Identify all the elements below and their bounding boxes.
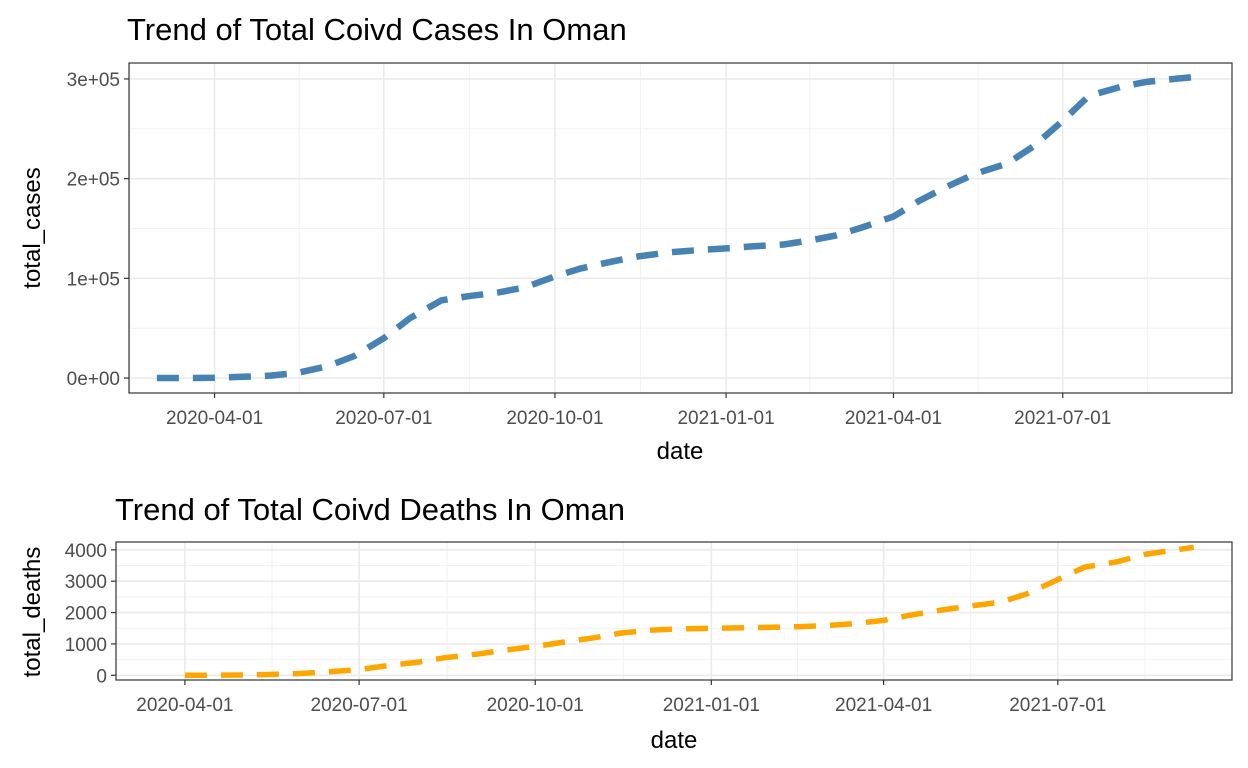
- deaths-panel-border: [115, 541, 1233, 681]
- deaths-chart-title: Trend of Total Coivd Deaths In Oman: [115, 492, 625, 527]
- deaths-y-tick-label: 3000: [65, 572, 107, 593]
- cases-y-tick-label: 1e+05: [67, 269, 120, 290]
- cases-x-tick-label: 2021-01-01: [677, 408, 774, 429]
- cases-y-axis-title: total_cases: [19, 167, 46, 288]
- deaths-y-tick-label: 2000: [65, 604, 107, 625]
- cases-y-axis: 0e+00 1e+05 2e+05 3e+05: [67, 70, 129, 390]
- cases-minor-grid: [129, 63, 1232, 393]
- deaths-y-tick-label: 1000: [65, 635, 107, 656]
- deaths-y-axis-title: total_deaths: [19, 547, 46, 678]
- deaths-x-tick-label: 2020-07-01: [311, 695, 408, 716]
- deaths-x-axis: 2020-04-01 2020-07-01 2020-10-01 2021-01-01…: [136, 680, 1106, 716]
- cases-y-tick-label: 2e+05: [67, 170, 120, 191]
- deaths-y-tick-label: 4000: [65, 541, 107, 562]
- deaths-y-tick-label: 0: [96, 666, 107, 687]
- deaths-x-axis-title: date: [651, 727, 698, 754]
- deaths-x-tick-label: 2021-04-01: [835, 695, 932, 716]
- cases-y-tick-label: 3e+05: [67, 70, 120, 91]
- deaths-y-axis: 0 1000 2000 3000 4000: [65, 541, 116, 687]
- cases-major-grid: [129, 63, 1232, 393]
- cases-panel-border: [128, 62, 1233, 394]
- deaths-chart: Trend of Total Coivd Deaths In Oman 2020…: [19, 492, 1233, 754]
- deaths-minor-grid: [116, 542, 1232, 680]
- deaths-series-line: [184, 544, 1195, 679]
- deaths-x-tick-label: 2021-07-01: [1009, 695, 1106, 716]
- cases-series-line: [156, 73, 1196, 382]
- cases-x-axis: 2020-04-01 2020-07-01 2020-10-01 2021-01-01…: [166, 393, 1111, 429]
- cases-chart-title: Trend of Total Coivd Cases In Oman: [127, 12, 627, 47]
- cases-y-tick-label: 0e+00: [67, 369, 120, 390]
- cases-x-tick-label: 2020-07-01: [335, 408, 432, 429]
- cases-x-tick-label: 2021-07-01: [1014, 408, 1111, 429]
- cases-x-tick-label: 2020-04-01: [166, 408, 263, 429]
- deaths-x-tick-label: 2020-04-01: [136, 695, 233, 716]
- cases-x-tick-label: 2020-10-01: [506, 408, 603, 429]
- deaths-x-tick-label: 2020-10-01: [487, 695, 584, 716]
- cases-x-axis-title: date: [657, 438, 704, 465]
- cases-chart: Trend of Total Coivd Cases In Oman 2020-…: [19, 12, 1233, 465]
- cases-x-tick-label: 2021-04-01: [845, 408, 942, 429]
- deaths-x-tick-label: 2021-01-01: [663, 695, 760, 716]
